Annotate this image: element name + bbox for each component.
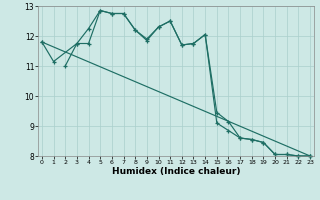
X-axis label: Humidex (Indice chaleur): Humidex (Indice chaleur) [112,167,240,176]
